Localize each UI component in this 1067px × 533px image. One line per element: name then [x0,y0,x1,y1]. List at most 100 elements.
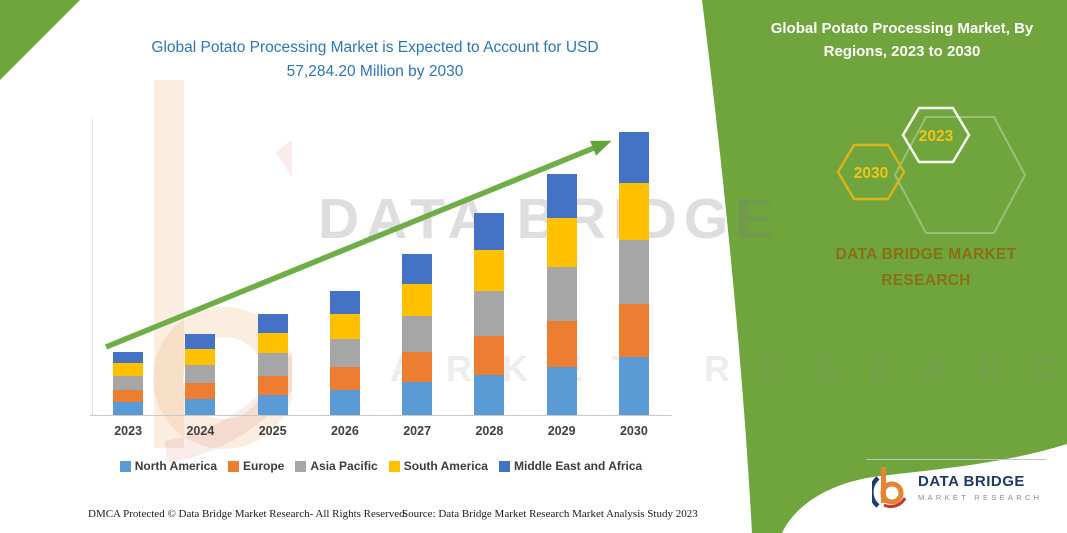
hexagon-outline-large [893,116,1027,234]
bar-segment-north-america [185,398,216,415]
x-axis-label: 2025 [258,424,287,438]
bar-segment-asia-pacific [257,352,288,376]
bar-segment-south-america [618,182,649,241]
bar-segment-middle-east-and-africa [329,291,360,314]
bar-segment-europe [185,383,216,399]
legend-swatch [295,460,307,472]
stacked-bar-plot [92,119,670,415]
bar-segment-south-america [329,313,360,339]
bar-stack [402,254,433,415]
bar-2029 [526,119,598,415]
bar-2023 [92,119,164,415]
bar-segment-asia-pacific [113,375,144,390]
logo-title: DATA BRIDGE [918,472,1025,490]
bar-segment-asia-pacific [546,266,577,321]
bar-stack [329,291,360,415]
legend-label: Europe [243,459,285,473]
bar-segment-south-america [474,250,505,291]
bar-2027 [381,119,453,415]
legend-item: South America [388,459,488,473]
bar-segment-north-america [474,374,505,415]
bar-segment-asia-pacific [474,290,505,336]
hexagon-2023 [901,106,971,164]
bar-segment-north-america [546,366,577,415]
bar-stack [618,132,649,415]
bar-segment-europe [113,389,144,403]
logo-text-block: DATA BRIDGE MARKET RESEARCH [918,473,1042,502]
watermark-text-sub: MARKET RESEARCH [330,348,1067,389]
bar-2030 [598,119,670,415]
bar-stack [185,334,216,415]
bar-segment-middle-east-and-africa [185,334,216,349]
bar-segment-middle-east-and-africa [546,173,577,219]
logo-subtitle: MARKET RESEARCH [918,492,1043,502]
legend-label: Middle East and Africa [513,459,643,473]
side-panel-brand-line-2: RESEARCH [881,271,971,289]
bar-segment-europe [402,351,433,383]
hexagon-2030 [836,143,906,201]
bar-segment-north-america [402,382,433,415]
x-axis-label: 2024 [186,424,215,438]
side-panel-heading-line-1: Global Potato Processing Market, By [770,20,1034,37]
legend-item: Middle East and Africa [498,459,643,473]
corner-triangle [0,0,80,80]
data-bridge-logo-icon [872,467,907,509]
x-axis-label: 2027 [403,424,432,438]
bar-2024 [164,119,236,415]
bar-segment-europe [257,375,288,395]
bar-segment-south-america [185,348,216,366]
hexagon-2030-label: 2030 [854,165,888,182]
bar-segment-europe [329,366,360,391]
x-axis-labels: 2023 2024 2025 2026 2027 2028 2029 2030 [92,424,670,438]
bar-segment-middle-east-and-africa [474,213,505,251]
legend-item: Asia Pacific [295,459,378,473]
x-axis-label: 2029 [547,424,576,438]
side-panel-brand-line-1: DATA BRIDGE MARKET [835,246,1017,263]
bar-2026 [309,119,381,415]
side-panel-heading-line-2: Regions, 2023 to 2030 [823,43,981,61]
bar-segment-south-america [257,332,288,353]
bar-segment-middle-east-and-africa [618,132,649,183]
bar-stack [474,213,505,415]
bar-segment-north-america [113,402,144,415]
data-bridge-logo: DATA BRIDGE MARKET RESEARCH [872,465,1042,509]
x-axis-label: 2023 [114,424,143,438]
bar-segment-europe [474,336,505,375]
legend-label: North America [134,459,218,473]
footer-source: Source: Data Bridge Market Research Mark… [402,508,698,520]
y-axis-line [92,119,93,416]
legend-item: North America [119,459,218,473]
legend-label: South America [403,459,488,473]
x-axis-line [90,415,672,416]
bar-segment-asia-pacific [402,315,433,352]
green-side-panel [702,0,1067,533]
bar-segment-south-america [546,218,577,267]
x-axis-label: 2026 [330,424,359,438]
bar-stack [113,351,144,415]
bar-stack [257,314,288,415]
bar-segment-north-america [257,394,288,415]
bar-segment-asia-pacific [329,338,360,367]
chart-title-line-1: Global Potato Processing Market is Expec… [151,39,599,56]
bar-stack [546,173,577,415]
x-axis-label: 2028 [475,424,504,438]
bar-segment-middle-east-and-africa [257,314,288,333]
side-panel-brand: DATA BRIDGE MARKET RESEARCH [800,242,1052,293]
chart-legend: North America Europe Asia Pacific South Ame… [86,459,676,473]
bar-segment-north-america [329,390,360,415]
legend-swatch [228,460,240,472]
footer-copyright: DMCA Protected © Data Bridge Market Rese… [88,508,408,520]
bar-segment-middle-east-and-africa [113,351,144,363]
legend-swatch [498,460,510,472]
x-axis-label: 2030 [619,424,648,438]
bar-segment-south-america [113,362,144,376]
bar-2028 [453,119,525,415]
legend-swatch [388,460,400,472]
legend-item: Europe [228,459,284,473]
legend-label: Asia Pacific [310,459,378,473]
logo-separator-line [866,459,1046,460]
chart-title-line-2: 57,284.20 Million by 2030 [286,63,464,81]
bar-segment-asia-pacific [185,365,216,384]
